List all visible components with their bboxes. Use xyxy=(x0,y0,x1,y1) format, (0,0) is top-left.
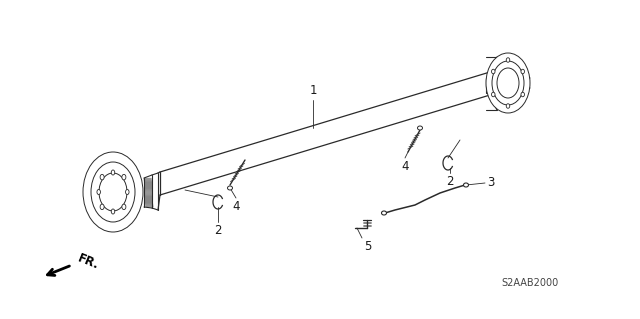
Text: 4: 4 xyxy=(401,160,409,173)
Ellipse shape xyxy=(100,174,104,180)
Text: S2AAB2000: S2AAB2000 xyxy=(501,278,559,288)
Ellipse shape xyxy=(521,92,524,97)
Ellipse shape xyxy=(486,53,530,113)
Ellipse shape xyxy=(111,170,115,175)
Ellipse shape xyxy=(506,58,509,62)
Text: 2: 2 xyxy=(214,224,221,237)
Text: 5: 5 xyxy=(364,240,371,253)
Ellipse shape xyxy=(227,186,232,190)
Ellipse shape xyxy=(125,189,129,195)
Ellipse shape xyxy=(122,204,126,210)
Ellipse shape xyxy=(83,152,143,232)
Ellipse shape xyxy=(122,174,126,180)
Ellipse shape xyxy=(381,211,387,215)
Ellipse shape xyxy=(463,183,468,187)
Ellipse shape xyxy=(99,173,127,211)
Ellipse shape xyxy=(492,92,495,97)
Ellipse shape xyxy=(91,162,135,222)
Ellipse shape xyxy=(111,209,115,214)
Ellipse shape xyxy=(521,69,524,74)
Ellipse shape xyxy=(492,69,495,74)
Text: 3: 3 xyxy=(487,176,494,189)
Text: 4: 4 xyxy=(232,200,240,213)
Ellipse shape xyxy=(506,104,509,108)
Ellipse shape xyxy=(497,68,519,98)
Ellipse shape xyxy=(417,126,422,130)
Text: FR.: FR. xyxy=(76,252,101,272)
Text: 1: 1 xyxy=(309,84,317,97)
Ellipse shape xyxy=(97,189,100,195)
Ellipse shape xyxy=(100,204,104,210)
Ellipse shape xyxy=(492,61,524,105)
Text: 2: 2 xyxy=(446,175,454,188)
